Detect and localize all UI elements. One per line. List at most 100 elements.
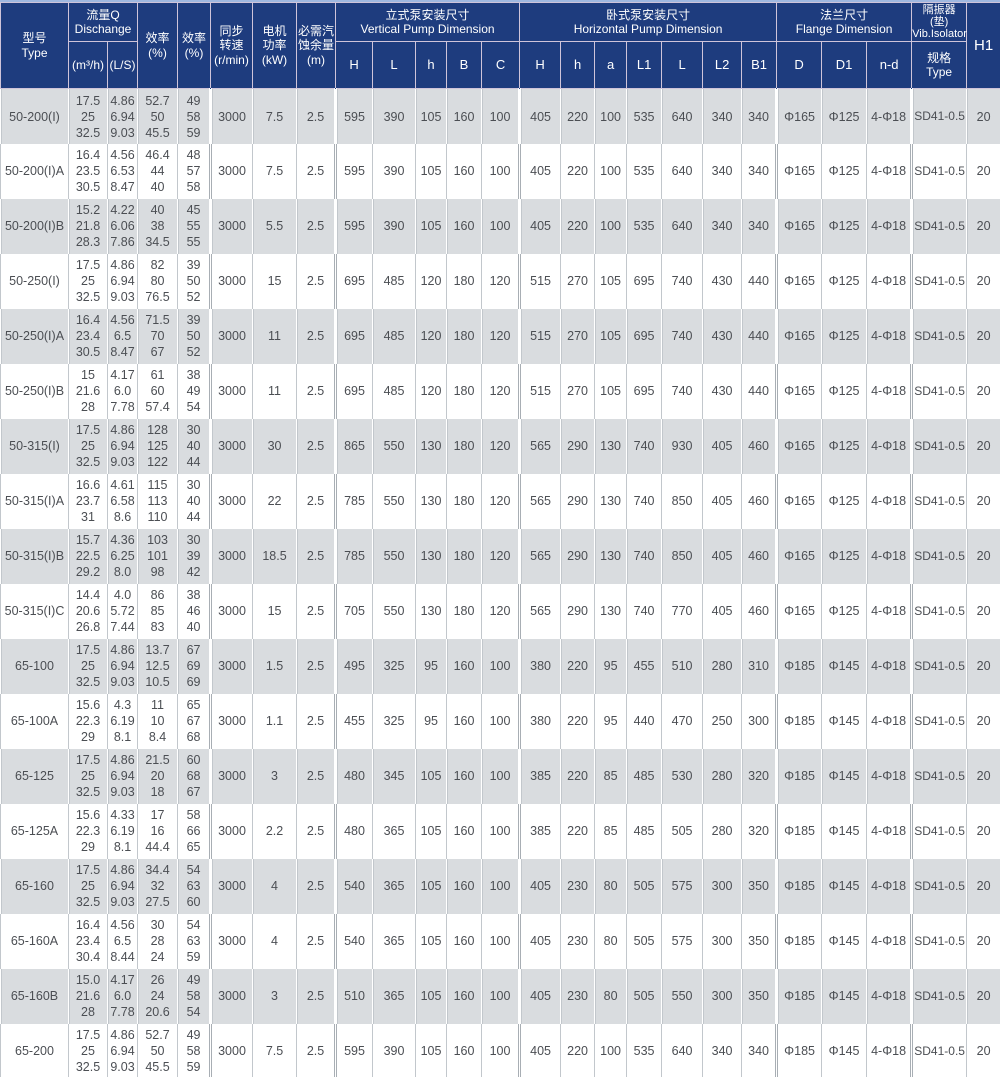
value-cell: 270 xyxy=(560,253,596,309)
value-cell: 340 xyxy=(702,198,743,254)
value-cell: Φ185 xyxy=(775,803,823,859)
value-cell: 340 xyxy=(702,1023,743,1077)
value-cell: 460 xyxy=(741,528,778,584)
value-cell: Φ165 xyxy=(775,253,823,309)
value-cell: 550 xyxy=(372,418,417,474)
value-cell: 105 xyxy=(594,363,628,419)
value-cell: 20 xyxy=(966,308,1000,364)
value-cell: 52.7 50 45.5 xyxy=(137,88,179,144)
value-cell: 340 xyxy=(741,1023,778,1077)
value-cell: 695 xyxy=(334,253,374,309)
value-cell: 7.5 xyxy=(252,1023,298,1077)
value-cell: 20 xyxy=(966,748,1000,804)
value-cell: 850 xyxy=(661,473,704,529)
value-cell: Φ185 xyxy=(775,968,823,1024)
value-cell: 2.5 xyxy=(296,473,337,529)
value-cell: 160 xyxy=(446,913,483,969)
value-cell: 3000 xyxy=(209,693,254,749)
value-cell: 865 xyxy=(334,418,374,474)
value-cell: 180 xyxy=(446,473,483,529)
value-cell: 7.5 xyxy=(252,143,298,199)
table-row: 50-200(I) 17.5 25 32.5 4.86 6.94 9.03 52.7 … xyxy=(0,88,1000,144)
header-horizontal-B1: B1 xyxy=(741,41,778,90)
header-horizontal-H: H xyxy=(519,41,562,90)
value-cell: 3000 xyxy=(209,473,254,529)
table-row: 65-200 17.5 25 32.5 4.86 6.94 9.03 52.7 50 … xyxy=(0,1023,1000,1077)
model-type-cell: 65-100A xyxy=(0,693,69,749)
value-cell: 105 xyxy=(415,858,448,914)
value-cell: Φ145 xyxy=(821,858,868,914)
value-cell: 300 xyxy=(702,858,743,914)
value-cell: SD41-0.5 xyxy=(910,803,968,859)
value-cell: 320 xyxy=(741,803,778,859)
value-cell: 220 xyxy=(560,748,596,804)
value-cell: 565 xyxy=(518,583,562,639)
value-cell: 4-Φ18 xyxy=(866,143,913,199)
value-cell: 120 xyxy=(481,583,521,639)
value-cell: 13.7 12.5 10.5 xyxy=(137,638,179,694)
value-cell: 2.5 xyxy=(296,583,337,639)
value-cell: 640 xyxy=(661,1023,704,1077)
header-vertical-group: 立式泵安装尺寸 Vertical Pump Dimension xyxy=(335,2,521,43)
header-sync-speed: 同步 转速 (r/min) xyxy=(210,2,254,90)
value-cell: 505 xyxy=(626,968,663,1024)
value-cell: SD41-0.5 xyxy=(910,308,968,364)
value-cell: 340 xyxy=(702,143,743,199)
value-cell: 4 xyxy=(252,913,298,969)
model-type-cell: 50-250(I) xyxy=(0,253,69,309)
value-cell: 4.17 6.0 7.78 xyxy=(106,968,139,1024)
table-row: 65-160 17.5 25 32.5 4.86 6.94 9.03 34.4 32 … xyxy=(0,858,1000,914)
value-cell: 120 xyxy=(481,253,521,309)
header-vertical-B: B xyxy=(446,41,483,90)
value-cell: 550 xyxy=(372,583,417,639)
value-cell: 86 85 83 xyxy=(137,583,179,639)
value-cell: 300 xyxy=(702,913,743,969)
value-cell: 120 xyxy=(415,363,448,419)
value-cell: 3 xyxy=(252,748,298,804)
value-cell: SD41-0.5 xyxy=(910,253,968,309)
value-cell: 100 xyxy=(481,198,521,254)
value-cell: 105 xyxy=(415,748,448,804)
value-cell: SD41-0.5 xyxy=(910,363,968,419)
model-type-cell: 50-315(I) xyxy=(0,418,69,474)
header-flange-nd: n-d xyxy=(866,41,913,90)
value-cell: 103 101 98 xyxy=(137,528,179,584)
value-cell: Φ125 xyxy=(821,88,868,144)
header-vertical-L: L xyxy=(372,41,417,90)
value-cell: 2.5 xyxy=(296,143,337,199)
value-cell: SD41-0.5 xyxy=(910,913,968,969)
value-cell: 120 xyxy=(415,308,448,364)
value-cell: 290 xyxy=(560,473,596,529)
value-cell: SD41-0.5 xyxy=(910,198,968,254)
value-cell: 430 xyxy=(702,253,743,309)
value-cell: 20 xyxy=(966,638,1000,694)
value-cell: 26 24 20.6 xyxy=(137,968,179,1024)
value-cell: 440 xyxy=(741,308,778,364)
value-cell: 45 55 55 xyxy=(177,198,212,254)
header-npsh: 必需汽 蚀余量 (m) xyxy=(296,2,337,90)
value-cell: 3 xyxy=(252,968,298,1024)
value-cell: 480 xyxy=(334,803,374,859)
value-cell: 320 xyxy=(741,748,778,804)
value-cell: 128 125 122 xyxy=(137,418,179,474)
value-cell: SD41-0.5 xyxy=(910,748,968,804)
value-cell: 20 xyxy=(966,968,1000,1024)
value-cell: 20 xyxy=(966,198,1000,254)
value-cell: 100 xyxy=(481,748,521,804)
value-cell: 695 xyxy=(626,253,663,309)
table-row: 50-200(I)B 15.2 21.8 28.3 4.22 6.06 7.86 40… xyxy=(0,198,1000,254)
value-cell: 740 xyxy=(661,308,704,364)
table-row: 65-100A 15.6 22.3 29 4.3 6.19 8.1 11 10 8.4… xyxy=(0,693,1000,749)
value-cell: 220 xyxy=(560,803,596,859)
value-cell: 48 57 58 xyxy=(177,143,212,199)
value-cell: 20 xyxy=(966,143,1000,199)
value-cell: SD41-0.5 xyxy=(910,473,968,529)
value-cell: 4-Φ18 xyxy=(866,583,913,639)
value-cell: 3000 xyxy=(209,638,254,694)
value-cell: 20 xyxy=(966,363,1000,419)
value-cell: 16.4 23.5 30.5 xyxy=(68,143,108,199)
value-cell: 49 58 54 xyxy=(177,968,212,1024)
value-cell: 38 49 54 xyxy=(177,363,212,419)
value-cell: Φ165 xyxy=(775,308,823,364)
